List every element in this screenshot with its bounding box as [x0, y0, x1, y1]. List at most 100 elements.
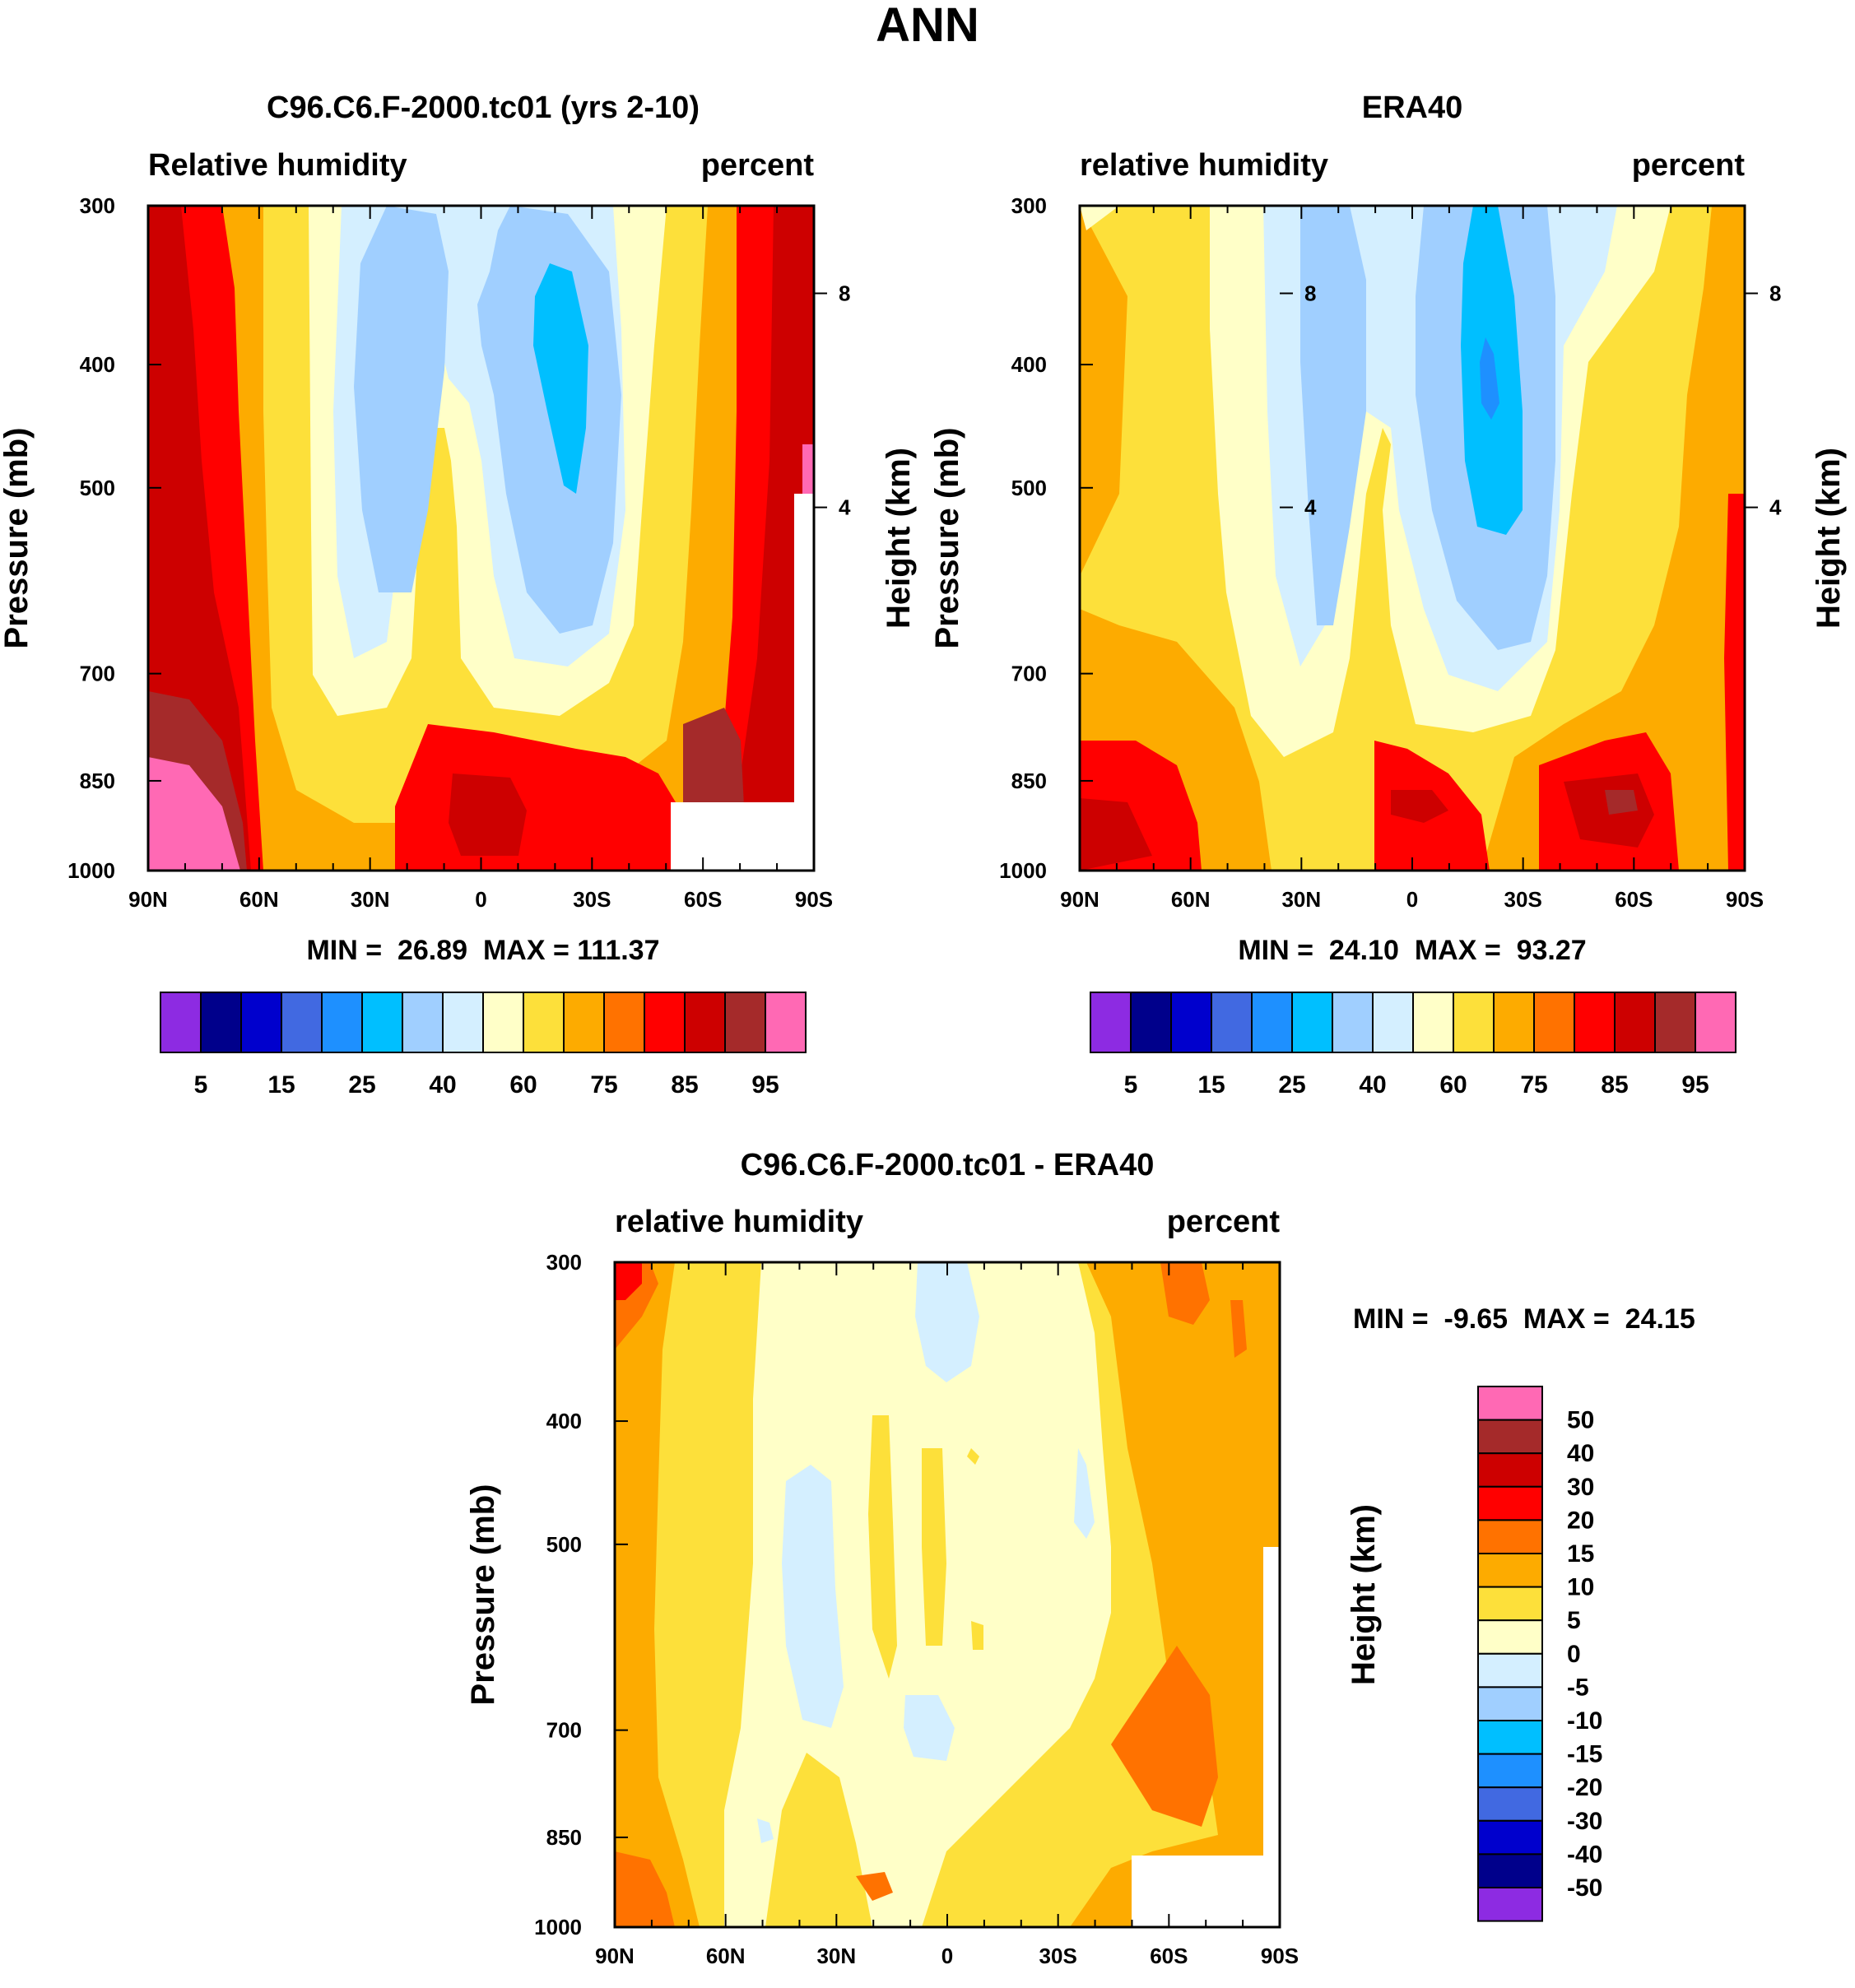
y-tick-label: 300: [80, 193, 115, 218]
y-tick-label: 850: [546, 1825, 582, 1850]
y-tick-label: 1000: [999, 858, 1047, 883]
colorbar-label: 60: [509, 1071, 537, 1099]
colorbar-label: -5: [1567, 1674, 1589, 1701]
panel-model-ylabel: Pressure (mb): [0, 428, 35, 649]
panel-model-colorbar: 5 15 25 40 60 75 85 95: [160, 992, 807, 1099]
panel-model-left-subtitle: Relative humidity: [148, 148, 407, 183]
colorbar-label: 40: [1567, 1440, 1594, 1467]
diff-band-neg5-b: [782, 1465, 844, 1728]
y-tick-label: 400: [80, 352, 115, 377]
colorbar-box: [1654, 992, 1696, 1053]
colorbar-label: 95: [1681, 1071, 1709, 1099]
panel-obs-left-subtitle: relative humidity: [1080, 148, 1328, 183]
colorbar-box: [765, 992, 807, 1053]
panel-diff-ticks: [614, 292, 1293, 1928]
x-tick-label: 60N: [239, 887, 279, 912]
x-tick-label: 90N: [1060, 887, 1100, 912]
y-tick-label: 700: [1011, 662, 1047, 686]
y-tick-label: 850: [80, 769, 115, 793]
panel-diff-stats: MIN = -9.65 MAX = 24.15: [1353, 1303, 1695, 1335]
colorbar-box: [160, 992, 202, 1053]
panel-obs-colorbar: 5 15 25 40 60 75 85 95: [1090, 992, 1736, 1099]
panel-obs-ylabel-right: Height (km): [1811, 448, 1847, 629]
model-band-95-right: [683, 708, 745, 823]
colorbar-label: 75: [590, 1071, 617, 1099]
height-tick-label: 4: [1304, 495, 1317, 520]
obs-band-95: [1605, 790, 1638, 815]
model-missing-edge: [794, 494, 814, 802]
colorbar-label: -30: [1567, 1808, 1602, 1835]
colorbar-box: [1477, 1819, 1543, 1856]
y-tick-label: 1000: [67, 858, 115, 883]
diff-band-5-island-c: [967, 1448, 979, 1465]
diff-band-20: [615, 1262, 642, 1300]
colorbar-box: [1130, 992, 1172, 1053]
diff-band-neg5-e: [757, 1818, 774, 1843]
colorbar-label: 15: [1567, 1540, 1594, 1568]
panel-diff-title: C96.C6.F-2000.tc01 - ERA40: [741, 1148, 1155, 1182]
colorbar-label: 50: [1567, 1407, 1594, 1434]
panel-diff-left-subtitle: relative humidity: [615, 1205, 863, 1239]
colorbar-box: [1477, 1419, 1543, 1455]
panel-obs-field: [1080, 206, 1745, 871]
panel-model-ylabel-right: Height (km): [881, 448, 917, 629]
colorbar-label: 5: [1567, 1607, 1581, 1634]
colorbar-box: [1533, 992, 1575, 1053]
colorbar-box: [1090, 992, 1132, 1053]
panel-obs-ylabel: Pressure (mb): [929, 428, 965, 649]
colorbar-box: [1477, 1720, 1543, 1755]
colorbar-box: [442, 992, 484, 1053]
colorbar-box: [1477, 1686, 1543, 1721]
panel-obs-stats: MIN = 24.10 MAX = 93.27: [1238, 935, 1586, 966]
colorbar-box: [1477, 1619, 1543, 1655]
colorbar-label: 95: [751, 1071, 779, 1099]
y-tick-label: 500: [1011, 476, 1047, 500]
colorbar-box: [1170, 992, 1212, 1053]
x-tick-label: 30N: [351, 887, 390, 912]
x-tick-label: 30S: [1039, 1944, 1077, 1968]
colorbar-label: 15: [267, 1071, 295, 1099]
y-tick-label: 400: [546, 1409, 582, 1433]
panel-obs: ERA40 relative humidity percent Pressure…: [929, 91, 1847, 1099]
model-band-100-left: [148, 757, 240, 871]
colorbar-box: [644, 992, 686, 1053]
colorbar-label: 60: [1439, 1071, 1467, 1099]
colorbar-label: -50: [1567, 1874, 1602, 1902]
obs-band-30: [1480, 337, 1499, 420]
x-tick-label: 0: [475, 887, 486, 912]
y-tick-label: 300: [1011, 193, 1047, 218]
colorbar-box: [321, 992, 363, 1053]
y-tick-label: 400: [1011, 352, 1047, 377]
x-tick-label: 60N: [1171, 887, 1211, 912]
colorbar-label: 40: [429, 1071, 456, 1099]
diff-missing-bottom: [1132, 1856, 1280, 1927]
colorbar-label: 25: [1278, 1071, 1305, 1099]
obs-band-45-left: [1300, 206, 1366, 625]
x-tick-label: 90S: [1261, 1944, 1299, 1968]
height-tick-label: 8: [1304, 281, 1316, 306]
colorbar-label: 85: [1601, 1071, 1628, 1099]
panel-diff: C96.C6.F-2000.tc01 - ERA40 relative humi…: [465, 281, 1695, 1969]
panel-obs-title: ERA40: [1362, 91, 1463, 125]
colorbar-box: [1372, 992, 1414, 1053]
colorbar-box: [1477, 1753, 1543, 1789]
x-tick-label: 90S: [795, 887, 833, 912]
colorbar-box: [1453, 992, 1495, 1053]
x-tick-label: 90N: [595, 1944, 635, 1968]
y-tick-label: 500: [80, 476, 115, 500]
colorbar-label: 40: [1359, 1071, 1386, 1099]
panel-model: C96.C6.F-2000.tc01 (yrs 2-10) Relative h…: [0, 91, 917, 1099]
diff-band-15-bottom: [856, 1872, 893, 1901]
colorbar-box: [281, 992, 323, 1053]
x-tick-label: 60N: [706, 1944, 746, 1968]
colorbar-box: [1695, 992, 1736, 1053]
model-band-90-bottom: [449, 773, 527, 856]
obs-band-90-left: [1080, 798, 1152, 871]
colorbar-box: [482, 992, 524, 1053]
diff-band-5-island-b: [922, 1448, 946, 1646]
panel-obs-right-subtitle: percent: [1632, 148, 1746, 183]
colorbar-box: [1211, 992, 1253, 1053]
y-tick-label: 700: [546, 1718, 582, 1743]
diff-band-0: [724, 1262, 1111, 1927]
